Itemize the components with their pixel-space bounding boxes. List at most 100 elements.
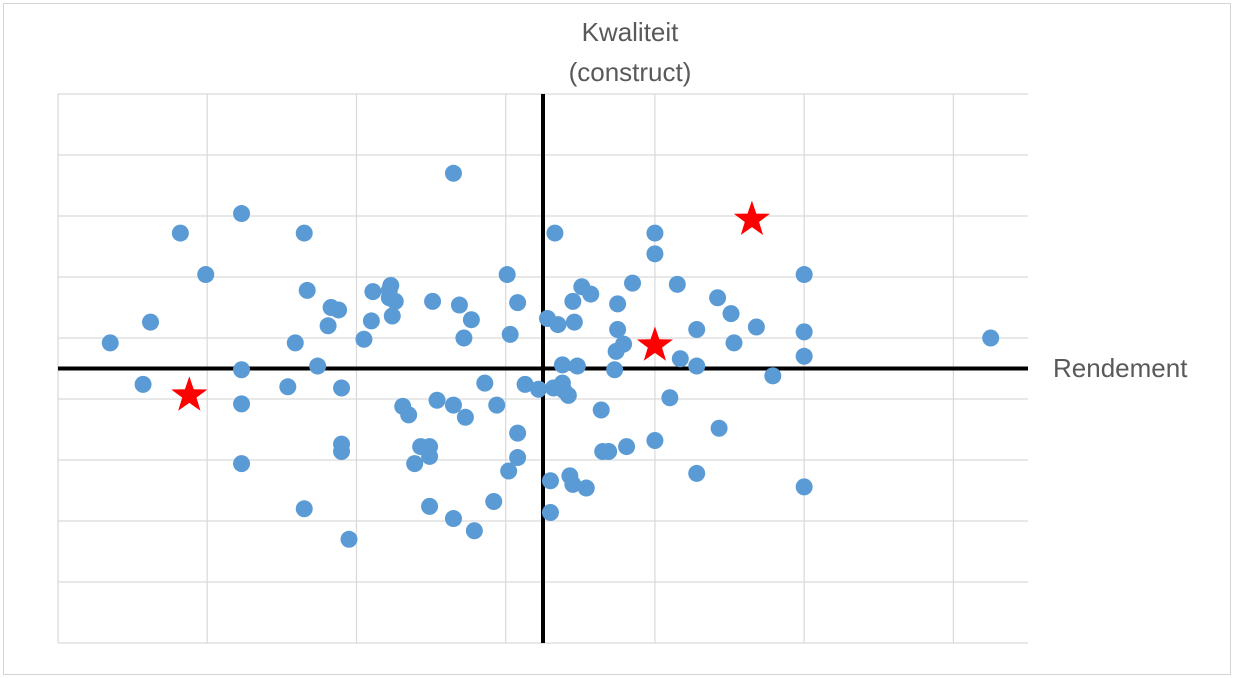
data-point <box>319 317 337 335</box>
data-point <box>710 419 728 437</box>
highlight-star <box>171 376 208 411</box>
data-point <box>795 323 813 341</box>
data-point <box>444 164 462 182</box>
data-point <box>406 455 424 473</box>
data-point <box>559 386 577 404</box>
data-point <box>485 492 503 510</box>
data-point <box>101 334 119 352</box>
data-points <box>101 164 1000 548</box>
data-point <box>661 389 679 407</box>
data-point <box>400 406 418 424</box>
data-point <box>364 283 382 301</box>
data-point <box>549 316 567 334</box>
data-point <box>688 320 706 338</box>
highlight-star <box>733 200 770 236</box>
data-point <box>530 380 548 398</box>
data-point <box>355 330 373 348</box>
data-point <box>795 266 813 284</box>
data-point <box>462 311 480 329</box>
data-point <box>488 396 506 414</box>
data-point <box>646 224 664 242</box>
data-point <box>668 275 686 293</box>
data-point <box>509 424 527 442</box>
y-axis-label-line-2: (construct) <box>568 57 692 87</box>
data-point <box>609 295 627 313</box>
data-point <box>233 361 251 379</box>
data-point <box>646 245 664 263</box>
data-point <box>509 449 527 467</box>
data-point <box>564 475 582 493</box>
data-point <box>600 442 618 460</box>
data-point <box>450 296 468 314</box>
data-point <box>609 320 627 338</box>
data-point <box>500 462 518 480</box>
data-point <box>498 266 516 284</box>
data-point <box>340 530 358 548</box>
data-point <box>465 522 483 540</box>
data-point <box>582 285 600 303</box>
data-point <box>564 292 582 310</box>
data-point <box>421 447 439 465</box>
data-point <box>624 274 642 292</box>
y-axis-label-line-1: Kwaliteit <box>581 17 679 47</box>
data-point <box>709 289 727 307</box>
data-point <box>424 292 442 310</box>
data-point <box>516 375 534 393</box>
data-point <box>541 472 559 490</box>
data-point <box>386 292 404 310</box>
x-axis-label: Rendement <box>1053 353 1188 383</box>
data-point <box>456 408 474 426</box>
data-point <box>722 305 740 323</box>
data-point <box>725 334 743 352</box>
data-point <box>546 224 564 242</box>
data-point <box>592 401 610 419</box>
data-point <box>444 510 462 528</box>
data-point <box>444 396 462 414</box>
data-point <box>333 379 351 397</box>
data-point <box>615 335 633 353</box>
data-point <box>565 313 583 331</box>
highlight-star <box>636 326 673 361</box>
data-point <box>671 350 689 368</box>
data-point <box>295 500 313 518</box>
data-point <box>795 478 813 496</box>
data-point <box>795 347 813 365</box>
data-point <box>279 378 297 396</box>
data-point <box>646 431 664 449</box>
data-point <box>476 374 494 392</box>
data-point <box>362 312 380 330</box>
data-point <box>295 224 313 242</box>
data-point <box>333 442 351 460</box>
data-point <box>982 329 1000 347</box>
data-point <box>309 357 327 375</box>
data-point <box>509 294 527 312</box>
data-point <box>330 301 348 319</box>
data-point <box>747 318 765 336</box>
data-point <box>606 361 624 379</box>
data-point <box>233 395 251 413</box>
data-point <box>421 497 439 515</box>
data-point <box>171 224 189 242</box>
data-point <box>764 367 782 385</box>
data-point <box>455 329 473 347</box>
y-axis-label: Kwaliteit (construct) <box>480 12 780 92</box>
highlight-points <box>171 200 770 411</box>
data-point <box>428 391 446 409</box>
data-point <box>577 479 595 497</box>
data-point <box>382 277 400 295</box>
quadrant-axes <box>58 94 1028 643</box>
data-point <box>688 357 706 375</box>
data-point <box>541 503 559 521</box>
data-point <box>501 325 519 343</box>
data-point <box>298 281 316 299</box>
data-point <box>233 455 251 473</box>
data-point <box>568 357 586 375</box>
data-point <box>688 464 706 482</box>
data-point <box>233 205 251 223</box>
data-point <box>618 438 636 456</box>
data-point <box>553 356 571 374</box>
data-point <box>134 375 152 393</box>
data-point <box>286 334 304 352</box>
data-point <box>383 307 401 325</box>
